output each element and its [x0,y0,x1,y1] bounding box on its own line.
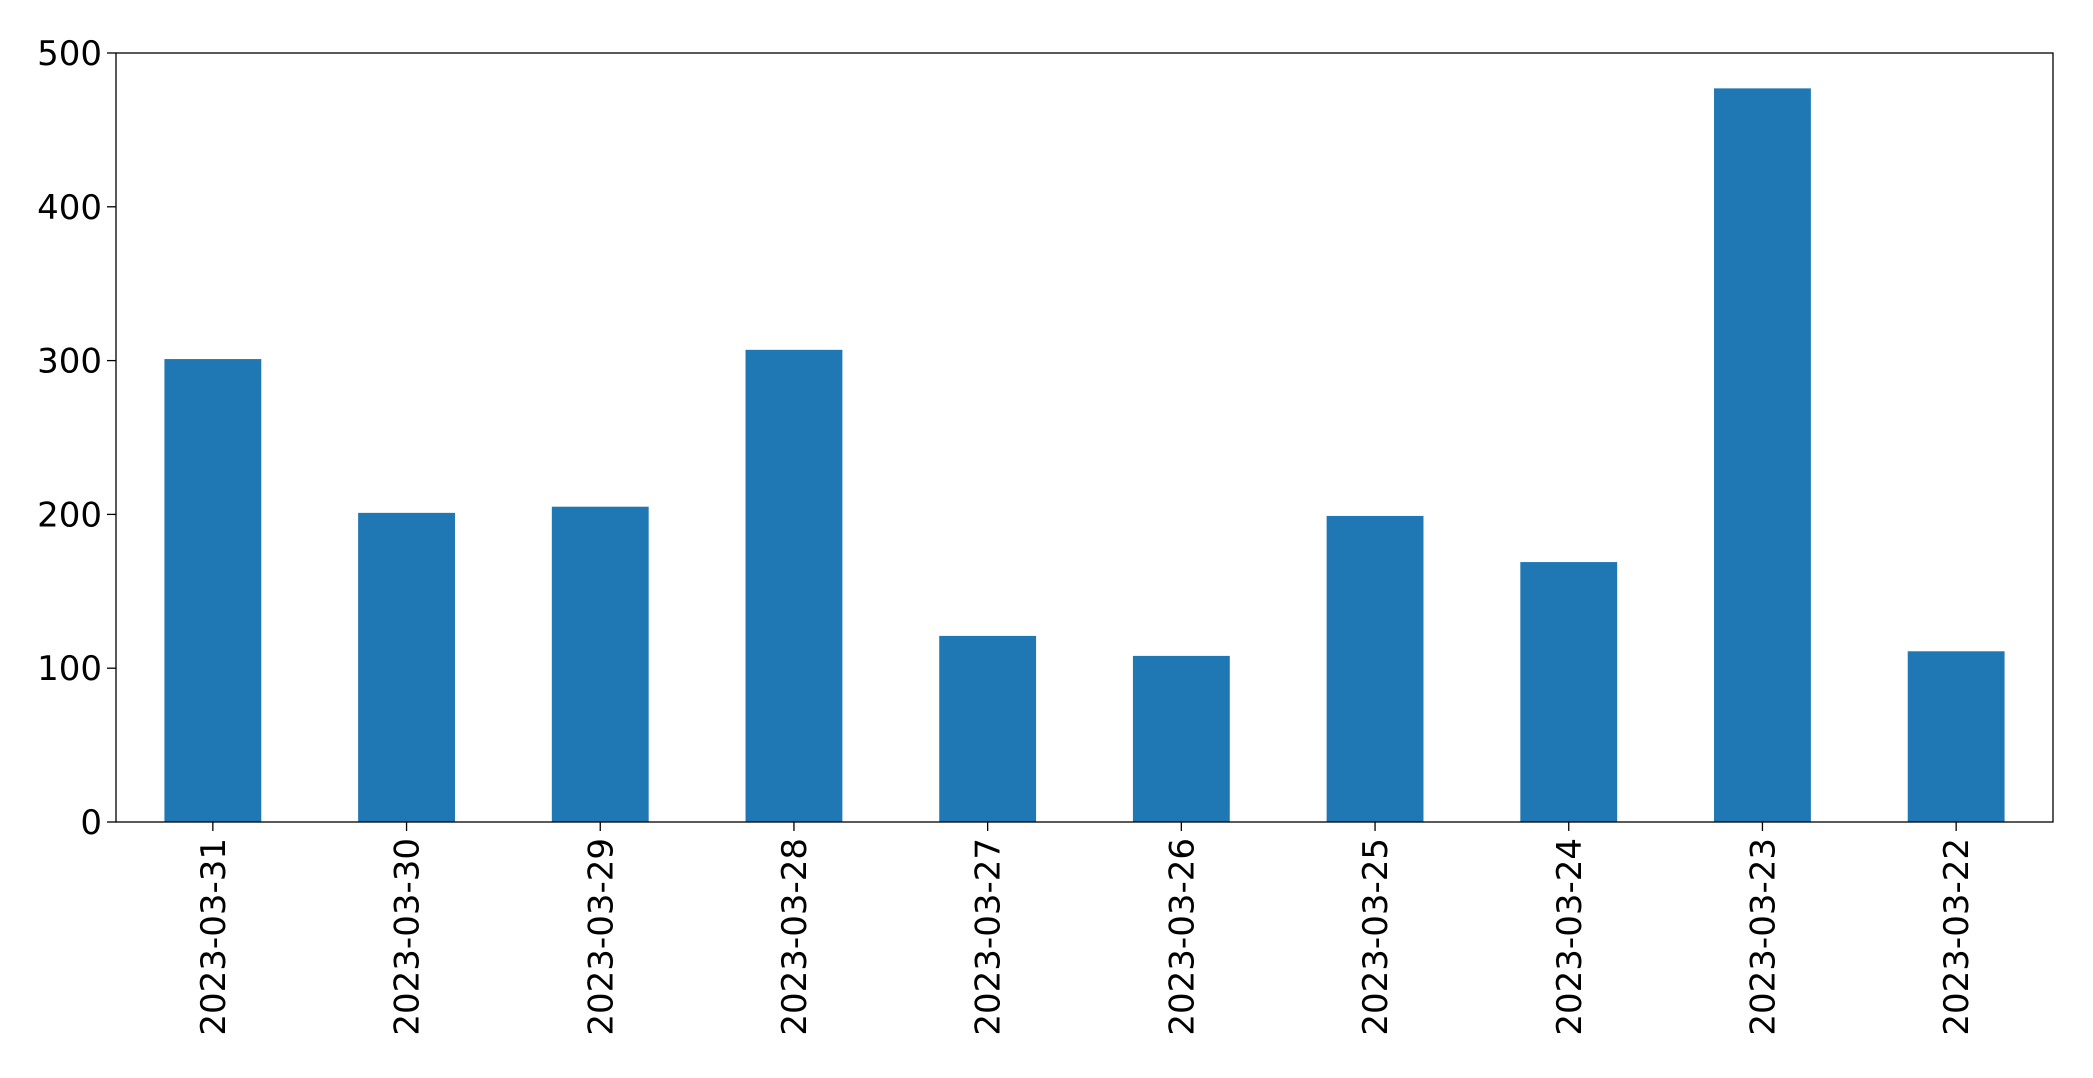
y-tick-label: 0 [80,803,102,843]
x-tick-label: 2023-03-25 [1356,838,1396,1036]
bar [1907,651,2005,822]
bar [551,506,649,822]
bar [1326,515,1424,822]
bar [1132,655,1230,822]
x-tick-label: 2023-03-28 [775,838,815,1036]
x-tick-label: 2023-03-29 [581,838,621,1036]
axes-frame [115,52,2054,823]
x-tick-label: 2023-03-27 [969,838,1009,1036]
bar [1714,88,1811,822]
x-tick-label: 2023-03-26 [1162,838,1202,1036]
bar [358,512,455,822]
bar [939,635,1037,822]
y-tick-label: 500 [37,34,102,74]
x-tick-label: 2023-03-22 [1937,838,1977,1036]
y-tick-label: 400 [37,188,102,228]
x-tick-label: 2023-03-23 [1743,838,1783,1036]
bar [745,349,843,822]
x-tick-label: 2023-03-24 [1550,838,1590,1036]
y-tick-label: 100 [37,649,102,689]
y-tick-label: 200 [37,495,102,535]
bar [164,359,262,822]
plot-area: 0 100 200 300 400 500 2023-03-31 2023-03-30 2023… [37,34,2005,1036]
bar [1520,562,1618,822]
x-tick-label: 2023-03-30 [388,838,428,1036]
x-tick-label: 2023-03-31 [194,838,234,1036]
y-tick-label: 300 [37,342,102,382]
